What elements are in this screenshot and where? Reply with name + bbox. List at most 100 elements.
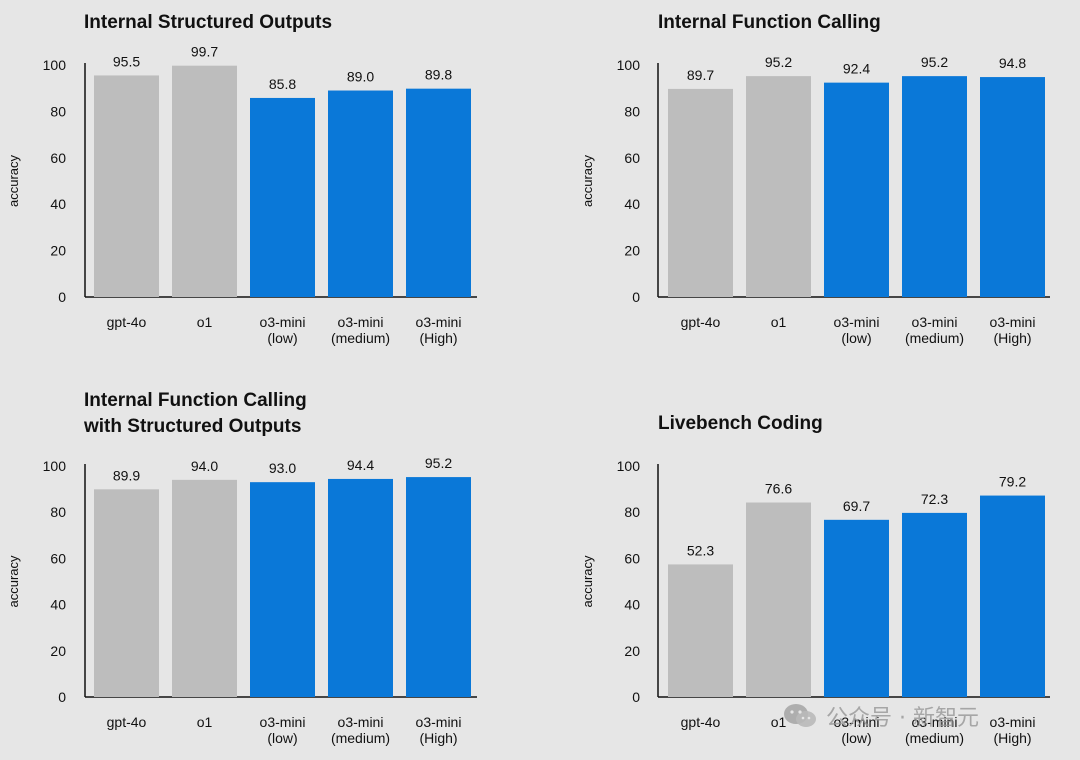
chart-4-value-label-2: 76.6 — [765, 480, 792, 496]
chart-2-y-tick-60: 60 — [624, 150, 640, 166]
chart-3-category-label-5-line-1: o3-mini — [416, 714, 462, 730]
chart-3-category-label-4-line-2: (medium) — [331, 730, 390, 746]
chart-1-y-tick-0: 0 — [58, 289, 66, 305]
watermark: 公众号 · 新智元 — [782, 700, 979, 732]
chart-1-title-line-1: Internal Structured Outputs — [84, 12, 332, 33]
chart-2-bar-3 — [824, 82, 889, 298]
chart-4-value-label-3: 69.7 — [843, 498, 870, 514]
chart-3-bar-4 — [328, 478, 393, 697]
chart-1-y-tick-60: 60 — [50, 150, 66, 166]
chart-3-category-label-5-line-2: (High) — [419, 730, 457, 746]
chart-2-y-axis-label: accuracy — [580, 154, 595, 207]
chart-3-value-label-5: 95.2 — [425, 455, 452, 471]
chart-2-bar-4 — [902, 76, 967, 297]
chart-1-bar-3 — [250, 97, 315, 297]
chart-2-category-label-4-line-2: (medium) — [905, 330, 964, 346]
chart-4-title-line-1: Livebench Coding — [658, 413, 823, 434]
chart-1-y-tick-80: 80 — [50, 103, 66, 119]
chart-1-y-tick-20: 20 — [50, 243, 66, 259]
chart-4-category-label-5-line-2: (High) — [993, 730, 1031, 746]
chart-4-bar-1 — [668, 564, 733, 697]
chart-2-y-tick-0: 0 — [632, 289, 640, 305]
chart-2-category-label-2-line-1: o1 — [771, 314, 787, 330]
chart-4-y-tick-60: 60 — [624, 550, 640, 566]
chart-2-y-tick-80: 80 — [624, 103, 640, 119]
chart-2-y-tick-40: 40 — [624, 196, 640, 212]
chart-3-title-line-2: with Structured Outputs — [83, 416, 301, 437]
chart-4-category-label-2-line-1: o1 — [771, 714, 787, 730]
chart-2-value-label-5: 94.8 — [999, 55, 1026, 71]
chart-1-category-label-1-line-1: gpt-4o — [107, 314, 147, 330]
chart-2-y-tick-20: 20 — [624, 243, 640, 259]
chart-1-category-label-5-line-2: (High) — [419, 330, 457, 346]
chart-2-value-label-2: 95.2 — [765, 54, 792, 70]
chart-2-title-line-1: Internal Function Calling — [658, 12, 881, 33]
chart-4-y-tick-100: 100 — [617, 458, 641, 474]
chart-3-y-tick-40: 40 — [50, 597, 66, 613]
chart-1-category-label-2-line-1: o1 — [197, 314, 213, 330]
chart-2-category-label-3-line-2: (low) — [841, 330, 871, 346]
chart-1-y-tick-100: 100 — [43, 57, 67, 73]
chart-1-bar-2 — [172, 65, 237, 297]
chart-4-category-label-3-line-2: (low) — [841, 730, 871, 746]
chart-1-y-axis-label: accuracy — [6, 154, 21, 207]
chart-4-y-tick-40: 40 — [624, 597, 640, 613]
chart-3-y-tick-60: 60 — [50, 550, 66, 566]
chart-2-category-label-5-line-2: (High) — [993, 330, 1031, 346]
chart-3-y-tick-20: 20 — [50, 643, 66, 659]
chart-4-category-label-4-line-2: (medium) — [905, 730, 964, 746]
chart-1-value-label-5: 89.8 — [425, 67, 452, 83]
chart-3-bar-3 — [250, 482, 315, 697]
chart-4-value-label-1: 52.3 — [687, 542, 714, 558]
chart-4-value-label-5: 79.2 — [999, 474, 1026, 490]
chart-4-category-label-5-line-1: o3-mini — [990, 714, 1036, 730]
chart-3-y-tick-80: 80 — [50, 504, 66, 520]
chart-3-category-label-3-line-1: o3-mini — [260, 714, 306, 730]
chart-4-bar-2 — [746, 502, 811, 697]
chart-1-bar-4 — [328, 90, 393, 298]
chart-3-value-label-3: 93.0 — [269, 460, 296, 476]
chart-1-value-label-1: 95.5 — [113, 53, 140, 69]
chart-3-bar-1 — [94, 489, 159, 697]
chart-3-y-tick-0: 0 — [58, 689, 66, 705]
chart-1-category-label-5-line-1: o3-mini — [416, 314, 462, 330]
chart-2-category-label-1-line-1: gpt-4o — [681, 314, 721, 330]
chart-2-y-tick-100: 100 — [617, 57, 641, 73]
chart-3-y-axis-label: accuracy — [6, 555, 21, 608]
chart-2-category-label-3-line-1: o3-mini — [834, 314, 880, 330]
chart-1-category-label-4-line-2: (medium) — [331, 330, 390, 346]
chart-4-category-label-4-line-1: o3-mini — [912, 714, 958, 730]
chart-4-bar-5 — [980, 495, 1045, 697]
chart-2-category-label-4-line-1: o3-mini — [912, 314, 958, 330]
chart-1-value-label-2: 99.7 — [191, 44, 218, 60]
chart-2-value-label-4: 95.2 — [921, 54, 948, 70]
chart-4-value-label-4: 72.3 — [921, 491, 948, 507]
chart-1-category-label-3-line-2: (low) — [267, 330, 297, 346]
chart-1-value-label-3: 85.8 — [269, 76, 296, 92]
chart-2-bar-2 — [746, 76, 811, 297]
chart-3-category-label-1-line-1: gpt-4o — [107, 714, 147, 730]
chart-3-bar-5 — [406, 477, 471, 697]
chart-3-value-label-4: 94.4 — [347, 457, 374, 473]
chart-3-category-label-3-line-2: (low) — [267, 730, 297, 746]
chart-1-category-label-3-line-1: o3-mini — [260, 314, 306, 330]
chart-1-value-label-4: 89.0 — [347, 69, 374, 85]
chart-4-y-tick-20: 20 — [624, 643, 640, 659]
chart-1-category-label-4-line-1: o3-mini — [338, 314, 384, 330]
chart-4-bar-3 — [824, 519, 889, 697]
chart-2-category-label-5-line-1: o3-mini — [990, 314, 1036, 330]
watermark-text: 公众号 · 新智元 — [826, 706, 979, 731]
chart-4-y-axis-label: accuracy — [580, 555, 595, 608]
chart-1-bar-5 — [406, 88, 471, 297]
chart-2-value-label-3: 92.4 — [843, 61, 870, 77]
chart-1-bar-1 — [94, 75, 159, 297]
chart-1-y-tick-40: 40 — [50, 196, 66, 212]
chart-2-value-label-1: 89.7 — [687, 67, 714, 83]
chart-3-value-label-2: 94.0 — [191, 458, 218, 474]
chart-4-y-tick-0: 0 — [632, 689, 640, 705]
wechat-icon — [784, 704, 816, 727]
chart-2-bar-5 — [980, 77, 1045, 298]
chart-3-category-label-4-line-1: o3-mini — [338, 714, 384, 730]
